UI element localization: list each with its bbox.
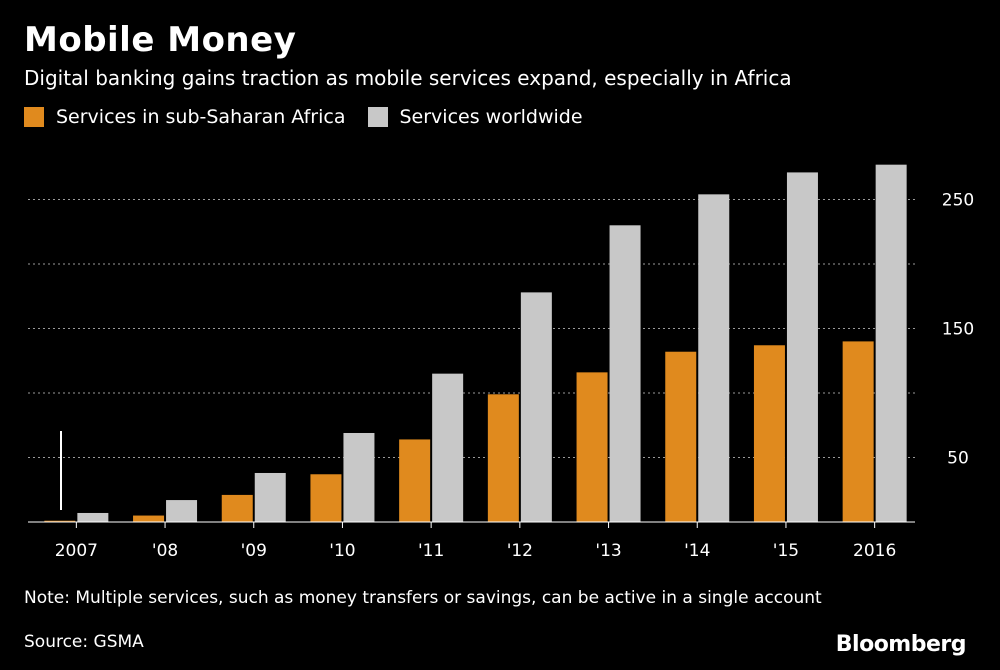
bar-africa-5 (487, 394, 519, 522)
x-tick-label-0: 2007 (55, 541, 98, 561)
legend-swatch-worldwide (367, 107, 388, 127)
bar-worldwide-0 (77, 512, 109, 522)
bar-africa-7 (665, 351, 697, 522)
bar-worldwide-6 (609, 225, 641, 523)
chart-title: Mobile Money (24, 20, 297, 60)
bar-worldwide-7 (698, 194, 730, 522)
legend-item-africa: Services in sub-Saharan Africa (24, 106, 346, 128)
legend-label-worldwide: Services worldwide (399, 106, 583, 128)
bar-worldwide-4 (432, 373, 464, 522)
bar-africa-1 (133, 515, 165, 522)
bar-africa-3 (310, 474, 342, 522)
footnote: Note: Multiple services, such as money t… (24, 588, 822, 608)
bar-chart: 50 150 250 2007 '08 '09 '10 '11 '12 '13 '14 '15 2016 (28, 164, 974, 561)
bar-worldwide-2 (254, 472, 286, 522)
bar-worldwide-1 (166, 500, 198, 522)
bar-africa-4 (399, 439, 431, 522)
x-tick-label-3: '10 (329, 541, 355, 561)
bar-africa-8 (753, 345, 785, 522)
x-tick-label-9: 2016 (853, 541, 896, 561)
legend-label-africa: Services in sub-Saharan Africa (56, 106, 346, 128)
y-tick-label-150: 150 (942, 320, 974, 340)
x-tick-label-1: '08 (152, 541, 178, 561)
bar-africa-0 (44, 520, 76, 522)
x-tick-label-4: '11 (418, 541, 444, 561)
y-tick-label-250: 250 (942, 191, 974, 211)
x-tick-label-2: '09 (241, 541, 267, 561)
bar-worldwide-9 (875, 164, 907, 523)
bar-worldwide-3 (343, 432, 375, 522)
x-tick-label-7: '14 (684, 541, 710, 561)
bar-africa-2 (221, 494, 253, 522)
bar-africa-6 (576, 372, 608, 522)
bar-africa-9 (842, 341, 874, 522)
bar-worldwide-8 (786, 172, 818, 522)
bar-worldwide-5 (520, 292, 552, 522)
legend: Services in sub-Saharan Africa Services … (24, 106, 605, 128)
legend-swatch-africa (24, 107, 44, 127)
chart-subtitle: Digital banking gains traction as mobile… (24, 66, 792, 90)
bloomberg-logo: Bloomberg (835, 632, 967, 657)
y-tick-label-50: 50 (947, 449, 969, 469)
legend-item-worldwide: Services worldwide (367, 106, 583, 128)
x-tick-label-8: '15 (773, 541, 799, 561)
source-credit: Source: GSMA (24, 632, 144, 652)
x-tick-label-5: '12 (507, 541, 533, 561)
x-tick-label-6: '13 (595, 541, 621, 561)
